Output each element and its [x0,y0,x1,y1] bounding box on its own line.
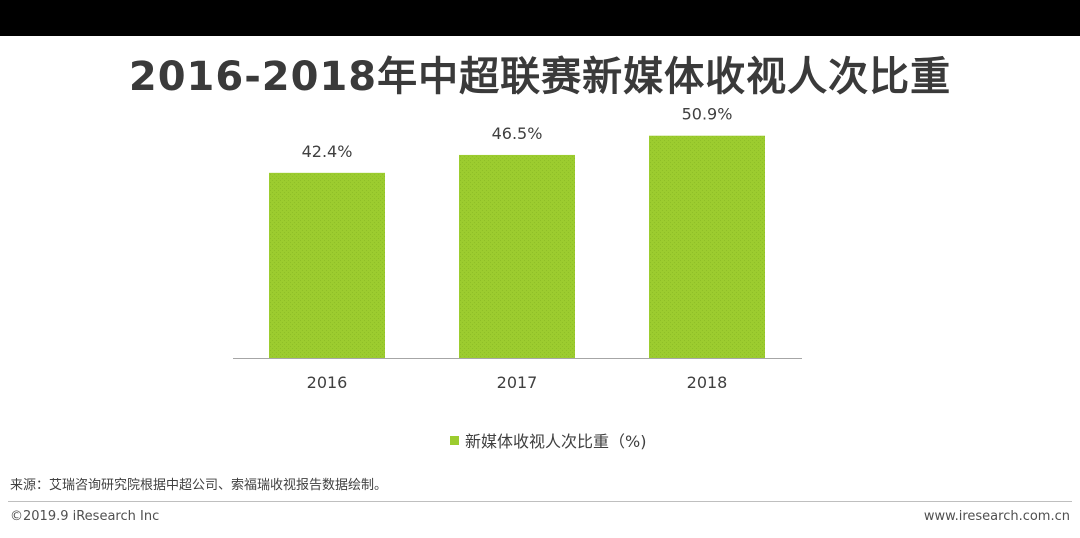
bar-2018 [649,135,765,358]
x-tick-2017: 2017 [497,373,538,392]
footer-divider [8,501,1072,502]
website-link[interactable]: www.iresearch.com.cn [923,509,1070,524]
data-label-2018: 50.9% [682,105,733,124]
x-tick-2018: 2018 [687,373,728,392]
bar-2017 [459,154,575,358]
data-label-2017: 46.5% [492,124,543,143]
copyright-text: ©2019.9 iResearch Inc [10,509,160,524]
data-label-2016: 42.4% [302,142,353,161]
legend-swatch [450,435,459,445]
chart-title: 2016-2018年中超联赛新媒体收视人次比重 [128,54,952,100]
x-tick-2016: 2016 [307,373,348,392]
top-black-bar [0,0,1080,36]
source-note: 来源：艾瑞咨询研究院根据中超公司、索福瑞收视报告数据绘制。 [10,478,388,493]
bar-2016 [269,172,385,358]
legend: 新媒体收视人次比重（%) [450,429,646,451]
legend-label: 新媒体收视人次比重（%) [465,432,647,451]
